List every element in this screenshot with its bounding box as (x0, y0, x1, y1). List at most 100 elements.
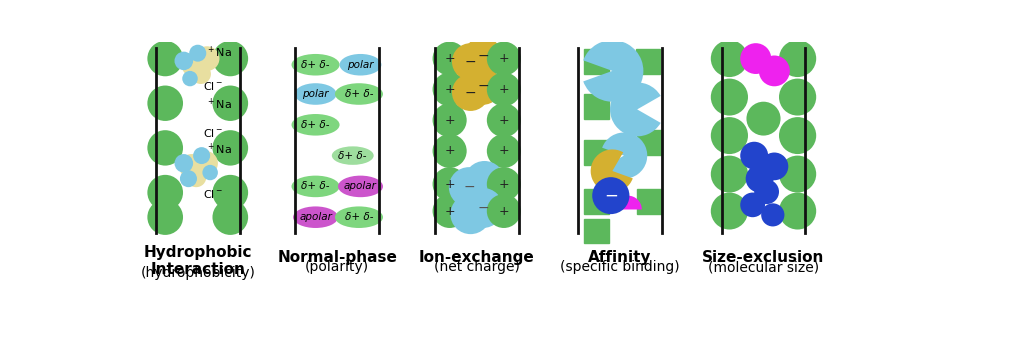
Circle shape (463, 188, 503, 228)
Circle shape (147, 85, 183, 121)
Circle shape (464, 37, 502, 74)
Text: Cl$^-$: Cl$^-$ (203, 127, 223, 138)
Circle shape (190, 64, 211, 84)
Bar (637, 189, 662, 214)
Bar (585, 49, 609, 74)
Circle shape (779, 117, 816, 154)
Circle shape (432, 167, 467, 201)
Circle shape (212, 130, 248, 166)
Circle shape (745, 165, 773, 193)
Circle shape (181, 52, 206, 77)
Text: +: + (444, 83, 455, 96)
Text: (polarity): (polarity) (305, 260, 370, 274)
Ellipse shape (295, 83, 337, 105)
Circle shape (779, 193, 816, 229)
Text: +: + (444, 114, 455, 127)
Ellipse shape (335, 206, 383, 228)
Circle shape (194, 151, 218, 176)
Circle shape (194, 147, 210, 164)
Text: δ+ δ-: δ+ δ- (301, 120, 330, 130)
Bar (585, 140, 609, 165)
Circle shape (147, 41, 183, 76)
Text: Cl$^-$: Cl$^-$ (203, 188, 223, 200)
Text: +: + (499, 52, 509, 65)
Ellipse shape (293, 206, 338, 228)
Circle shape (449, 167, 489, 207)
Circle shape (486, 42, 521, 76)
Circle shape (212, 41, 248, 76)
Circle shape (212, 85, 248, 121)
Circle shape (486, 103, 521, 137)
Circle shape (212, 175, 248, 210)
Text: (hydrophobicity): (hydrophobicity) (140, 266, 255, 280)
Circle shape (179, 154, 204, 179)
Circle shape (711, 117, 748, 154)
Circle shape (759, 56, 790, 86)
Circle shape (486, 167, 521, 201)
Text: Normal-phase: Normal-phase (278, 249, 397, 264)
Text: (specific binding): (specific binding) (560, 260, 680, 274)
Text: +: + (444, 204, 455, 218)
Circle shape (147, 130, 183, 166)
Text: −: − (604, 187, 617, 205)
Circle shape (486, 134, 521, 168)
Text: δ+ δ-: δ+ δ- (345, 89, 373, 99)
Text: Ion-exchange: Ion-exchange (419, 249, 535, 264)
Text: $^+$Na: $^+$Na (207, 45, 232, 60)
Circle shape (779, 79, 816, 116)
Text: −: − (477, 201, 488, 215)
Circle shape (147, 200, 183, 235)
Circle shape (464, 68, 502, 105)
Ellipse shape (338, 176, 383, 197)
Ellipse shape (340, 54, 381, 76)
Text: −: − (465, 55, 476, 69)
Text: −: − (477, 79, 488, 93)
Circle shape (779, 155, 816, 193)
Circle shape (180, 170, 197, 187)
Circle shape (432, 42, 467, 76)
Circle shape (195, 46, 219, 71)
Circle shape (755, 179, 779, 204)
Text: δ+ δ-: δ+ δ- (339, 151, 367, 161)
Text: δ+ δ-: δ+ δ- (301, 181, 330, 192)
Circle shape (486, 73, 521, 106)
Bar (636, 49, 660, 74)
Text: Size-exclusion: Size-exclusion (702, 249, 824, 264)
Ellipse shape (332, 146, 374, 165)
Circle shape (711, 193, 748, 229)
Text: (molecular size): (molecular size) (708, 260, 819, 274)
Circle shape (740, 142, 768, 169)
Circle shape (592, 177, 630, 214)
Text: +: + (499, 114, 509, 127)
Wedge shape (614, 196, 642, 210)
Circle shape (761, 153, 788, 180)
Circle shape (432, 103, 467, 137)
Circle shape (761, 203, 784, 227)
Text: δ+ δ-: δ+ δ- (345, 212, 373, 222)
Bar (585, 94, 609, 119)
Wedge shape (584, 40, 643, 102)
Text: δ+ δ-: δ+ δ- (301, 60, 330, 70)
Circle shape (746, 102, 780, 136)
Text: (net charge): (net charge) (434, 260, 520, 274)
Text: −: − (463, 180, 475, 194)
Circle shape (452, 43, 489, 80)
Circle shape (432, 134, 467, 168)
Circle shape (711, 155, 748, 193)
Text: +: + (499, 83, 509, 96)
Text: +: + (499, 204, 509, 218)
Circle shape (464, 161, 505, 201)
Circle shape (486, 194, 521, 228)
Text: +: + (444, 52, 455, 65)
Text: −: − (477, 49, 488, 62)
Circle shape (186, 167, 206, 187)
Circle shape (779, 40, 816, 77)
Circle shape (452, 74, 489, 111)
Ellipse shape (335, 83, 383, 105)
Wedge shape (610, 83, 660, 136)
Text: +: + (444, 178, 455, 191)
Ellipse shape (292, 176, 340, 197)
Circle shape (174, 52, 194, 70)
Circle shape (174, 154, 194, 172)
Circle shape (203, 165, 218, 180)
